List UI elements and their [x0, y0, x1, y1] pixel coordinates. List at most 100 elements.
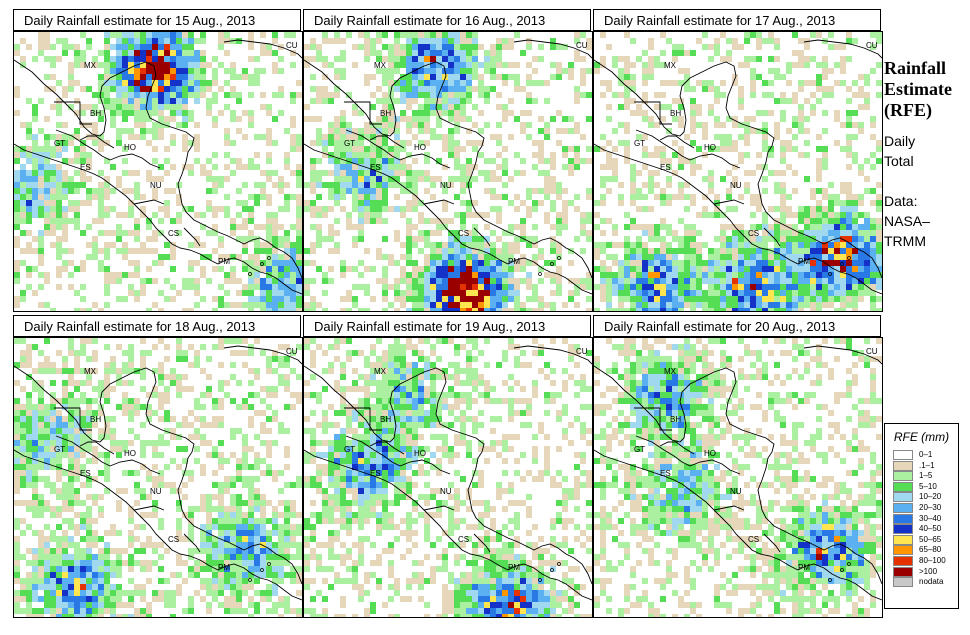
rainfall-cell: [472, 212, 478, 218]
rainfall-cell: [786, 260, 792, 266]
rainfall-cell: [20, 554, 26, 560]
rainfall-cell: [20, 530, 26, 536]
rainfall-cell: [218, 362, 224, 368]
rainfall-cell: [418, 80, 424, 86]
rainfall-cell: [74, 542, 80, 548]
rainfall-cell: [74, 572, 80, 578]
rainfall-cell: [212, 542, 218, 548]
rainfall-cell: [50, 176, 56, 182]
rainfall-cell: [846, 56, 852, 62]
rainfall-cell: [334, 56, 340, 62]
rainfall-cell: [44, 536, 50, 542]
rainfall-cell: [726, 170, 732, 176]
rainfall-cell: [254, 200, 260, 206]
rainfall-cell: [382, 308, 388, 311]
rainfall-cell: [284, 158, 290, 164]
rainfall-cell: [164, 416, 170, 422]
rainfall-cell: [74, 206, 80, 212]
rainfall-cell: [786, 212, 792, 218]
rainfall-cell: [284, 506, 290, 512]
rainfall-cell: [206, 524, 212, 530]
rainfall-cell: [32, 572, 38, 578]
rainfall-cell: [346, 188, 352, 194]
rainfall-cell: [32, 560, 38, 566]
country-border: [763, 227, 781, 247]
country-border: [55, 129, 111, 161]
rainfall-cell: [454, 242, 460, 248]
rainfall-cell: [460, 254, 466, 260]
rainfall-cell: [780, 230, 786, 236]
rainfall-cell: [460, 32, 466, 38]
rainfall-cell: [648, 260, 654, 266]
rainfall-cell: [26, 608, 32, 614]
rainfall-cell: [260, 398, 266, 404]
rainfall-cell: [406, 152, 412, 158]
rainfall-cell: [630, 200, 636, 206]
rainfall-cell: [278, 182, 284, 188]
rainfall-cell: [128, 74, 134, 80]
rainfall-cell: [284, 242, 290, 248]
rainfall-cell: [248, 158, 254, 164]
rainfall-cell: [768, 38, 774, 44]
rainfall-cell: [376, 218, 382, 224]
rainfall-cell: [394, 122, 400, 128]
rainfall-cell: [648, 44, 654, 50]
rainfall-cell: [672, 290, 678, 296]
rainfall-cell: [574, 164, 580, 170]
rainfall-cell: [810, 272, 816, 278]
rainfall-cell: [134, 290, 140, 296]
rainfall-cell: [230, 224, 236, 230]
rainfall-cell: [218, 38, 224, 44]
rainfall-cell: [472, 266, 478, 272]
rainfall-cell: [762, 176, 768, 182]
rainfall-cell: [394, 50, 400, 56]
rainfall-cell: [140, 368, 146, 374]
rainfall-cell: [242, 242, 248, 248]
rainfall-cell: [278, 560, 284, 566]
rainfall-cell: [606, 242, 612, 248]
rainfall-cell: [164, 92, 170, 98]
rainfall-cell: [194, 566, 200, 572]
rainfall-cell: [556, 224, 562, 230]
rainfall-cell: [600, 62, 606, 68]
rainfall-cell: [394, 170, 400, 176]
rainfall-cell: [358, 272, 364, 278]
rainfall-cell: [296, 224, 302, 230]
rainfall-cell: [690, 50, 696, 56]
rainfall-cell: [864, 284, 870, 290]
rainfall-cell: [334, 128, 340, 134]
rainfall-cell: [696, 110, 702, 116]
rainfall-cell: [194, 62, 200, 68]
rainfall-cell: [732, 308, 738, 311]
rainfall-cell: [358, 164, 364, 170]
rainfall-cell: [68, 404, 74, 410]
rainfall-cell: [714, 146, 720, 152]
rainfall-cell: [272, 260, 278, 266]
rainfall-cell: [236, 98, 242, 104]
rainfall-cell: [382, 152, 388, 158]
rainfall-cell: [654, 92, 660, 98]
rainfall-cell: [514, 296, 520, 302]
rainfall-cell: [846, 98, 852, 104]
rainfall-cell: [68, 518, 74, 524]
rainfall-cell: [242, 590, 248, 596]
rainfall-cell: [858, 284, 864, 290]
rainfall-cell: [140, 80, 146, 86]
rainfall-cell: [780, 290, 786, 296]
rainfall-cell: [38, 572, 44, 578]
rainfall-cell: [50, 596, 56, 602]
rainfall-cell: [816, 284, 822, 290]
rainfall-cell: [80, 338, 86, 344]
rainfall-cell: [128, 440, 134, 446]
rainfall-cell: [248, 80, 254, 86]
rainfall-cell: [424, 116, 430, 122]
rainfall-cell: [272, 476, 278, 482]
rainfall-cell: [382, 116, 388, 122]
rainfall-cell: [684, 260, 690, 266]
rainfall-cell: [14, 296, 20, 302]
rainfall-cell: [206, 602, 212, 608]
rainfall-cell: [648, 248, 654, 254]
rainfall-cell: [472, 122, 478, 128]
rainfall-cell: [544, 218, 550, 224]
rainfall-cell: [140, 452, 146, 458]
